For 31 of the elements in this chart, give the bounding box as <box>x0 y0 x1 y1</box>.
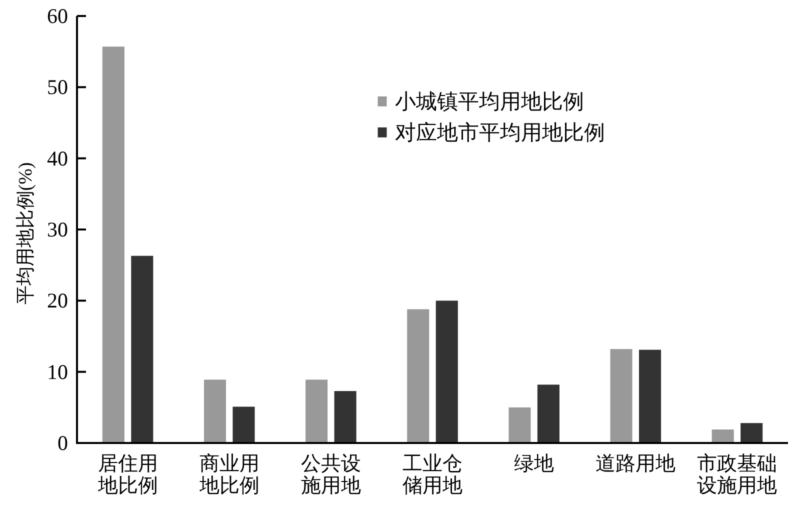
x-tick-label: 商业用地比例 <box>198 453 260 497</box>
bar <box>537 384 560 443</box>
legend-label: 小城镇平均用地比例 <box>394 89 584 114</box>
y-tick-label: 30 <box>47 218 68 242</box>
bar <box>306 380 328 443</box>
x-tick-label: 工业仓储用地 <box>402 453 462 497</box>
bar <box>712 429 734 443</box>
y-tick-label: 10 <box>47 360 68 384</box>
bar <box>232 406 255 443</box>
bar <box>407 309 430 443</box>
x-tick-label: 居住用地比例 <box>96 453 158 497</box>
y-tick-label: 50 <box>47 75 68 100</box>
bar <box>638 350 662 443</box>
x-tick-label: 道路用地 <box>596 453 676 475</box>
bar <box>508 407 531 443</box>
y-tick-label: 0 <box>58 431 68 455</box>
legend-label: 对应地市平均用地比例 <box>394 120 605 144</box>
x-tick-label: 市政基础设施用地 <box>697 453 778 497</box>
y-axis-title: 平均用地比例(%) <box>16 162 36 305</box>
x-tick-label: 绿地 <box>514 453 554 475</box>
bar <box>334 391 356 443</box>
bar <box>436 300 458 443</box>
bar <box>610 349 632 443</box>
bar <box>740 423 763 443</box>
y-tick-label: 60 <box>47 4 68 28</box>
bar <box>102 46 124 443</box>
y-tick-label: 40 <box>47 146 68 170</box>
x-tick-label: 公共设施用地 <box>300 453 361 497</box>
bar <box>204 380 226 443</box>
y-tick-label: 20 <box>47 288 68 313</box>
bar <box>131 256 154 443</box>
